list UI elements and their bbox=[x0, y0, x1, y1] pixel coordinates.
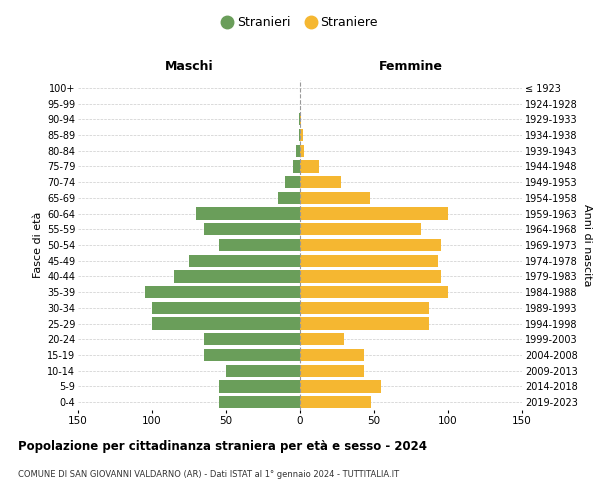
Bar bbox=[300, 364, 364, 377]
Legend: Stranieri, Straniere: Stranieri, Straniere bbox=[217, 11, 383, 34]
Bar bbox=[196, 208, 300, 220]
Bar bbox=[300, 160, 319, 172]
Bar bbox=[152, 302, 300, 314]
Bar bbox=[300, 176, 341, 188]
Y-axis label: Fasce di età: Fasce di età bbox=[32, 212, 43, 278]
Bar bbox=[204, 333, 300, 345]
Bar bbox=[300, 113, 301, 126]
Bar bbox=[300, 333, 344, 345]
Bar bbox=[285, 176, 300, 188]
Bar bbox=[300, 254, 437, 267]
Bar bbox=[300, 380, 382, 392]
Bar bbox=[300, 192, 370, 204]
Bar bbox=[296, 144, 300, 157]
Bar bbox=[300, 223, 421, 235]
Bar bbox=[145, 286, 300, 298]
Bar bbox=[278, 192, 300, 204]
Bar bbox=[300, 318, 429, 330]
Bar bbox=[189, 254, 300, 267]
Bar bbox=[300, 349, 364, 361]
Y-axis label: Anni di nascita: Anni di nascita bbox=[582, 204, 592, 286]
Bar bbox=[300, 286, 448, 298]
Text: Popolazione per cittadinanza straniera per età e sesso - 2024: Popolazione per cittadinanza straniera p… bbox=[18, 440, 427, 453]
Bar bbox=[218, 380, 300, 392]
Bar bbox=[218, 396, 300, 408]
Bar bbox=[300, 129, 303, 141]
Bar bbox=[226, 364, 300, 377]
Bar bbox=[300, 302, 429, 314]
Bar bbox=[204, 349, 300, 361]
Bar bbox=[204, 223, 300, 235]
Bar bbox=[300, 270, 440, 282]
Bar bbox=[300, 144, 304, 157]
Bar bbox=[299, 113, 300, 126]
Text: Maschi: Maschi bbox=[164, 60, 214, 72]
Bar bbox=[174, 270, 300, 282]
Bar bbox=[299, 129, 300, 141]
Bar bbox=[300, 396, 371, 408]
Bar bbox=[218, 239, 300, 251]
Bar bbox=[293, 160, 300, 172]
Bar bbox=[152, 318, 300, 330]
Text: COMUNE DI SAN GIOVANNI VALDARNO (AR) - Dati ISTAT al 1° gennaio 2024 - TUTTITALI: COMUNE DI SAN GIOVANNI VALDARNO (AR) - D… bbox=[18, 470, 399, 479]
Bar bbox=[300, 239, 440, 251]
Text: Femmine: Femmine bbox=[379, 60, 443, 72]
Bar bbox=[300, 208, 448, 220]
